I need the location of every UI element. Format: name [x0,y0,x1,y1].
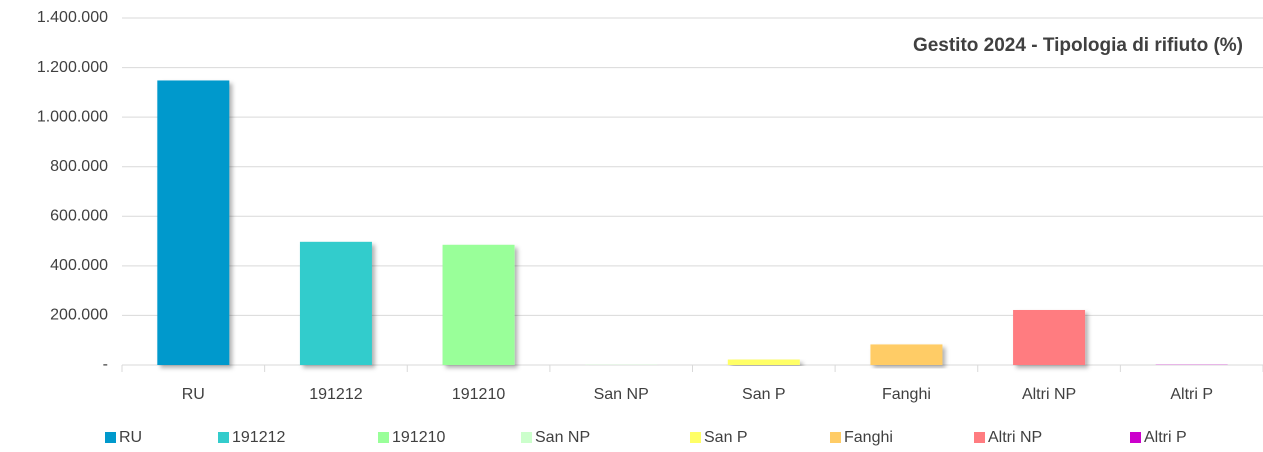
x-tick-label: Altri P [1170,386,1213,403]
legend-swatch [974,432,985,443]
y-tick-label: 1.400.000 [37,9,108,26]
y-tick-label: - [103,356,108,373]
legend-label: San NP [535,429,590,446]
chart-title: Gestito 2024 - Tipologia di rifiuto (%) [913,35,1243,56]
y-tick-label: 800.000 [50,158,108,175]
bar [1013,309,1086,365]
x-tick-label: RU [182,386,205,403]
bar [299,241,372,365]
legend-label: Fanghi [844,429,893,446]
legend-swatch [830,432,841,443]
legend-label: 191212 [232,429,285,446]
y-tick-label: 400.000 [50,257,108,274]
legend-swatch [105,432,116,443]
x-tick-label: 191210 [452,386,505,403]
y-tick-label: 200.000 [50,307,108,324]
x-tick-label: Altri NP [1022,386,1076,403]
bar [442,244,515,365]
legend-swatch [690,432,701,443]
x-tick-label: Fanghi [882,386,931,403]
bar [870,344,943,365]
x-tick-label: 191212 [309,386,362,403]
x-tick-label: San NP [594,386,649,403]
bar [727,359,800,365]
legend-label: Altri P [1144,429,1187,446]
y-tick-label: 1.200.000 [37,59,108,76]
y-tick-label: 1.000.000 [37,108,108,125]
legend-swatch [1130,432,1141,443]
legend-label: San P [704,429,748,446]
legend-label: Altri NP [988,429,1042,446]
legend-label: RU [119,429,142,446]
legend-label: 191210 [392,429,445,446]
bar [157,80,230,366]
x-tick-label: San P [742,386,786,403]
y-tick-label: 600.000 [50,208,108,225]
legend-swatch [218,432,229,443]
legend-swatch [378,432,389,443]
legend-swatch [521,432,532,443]
